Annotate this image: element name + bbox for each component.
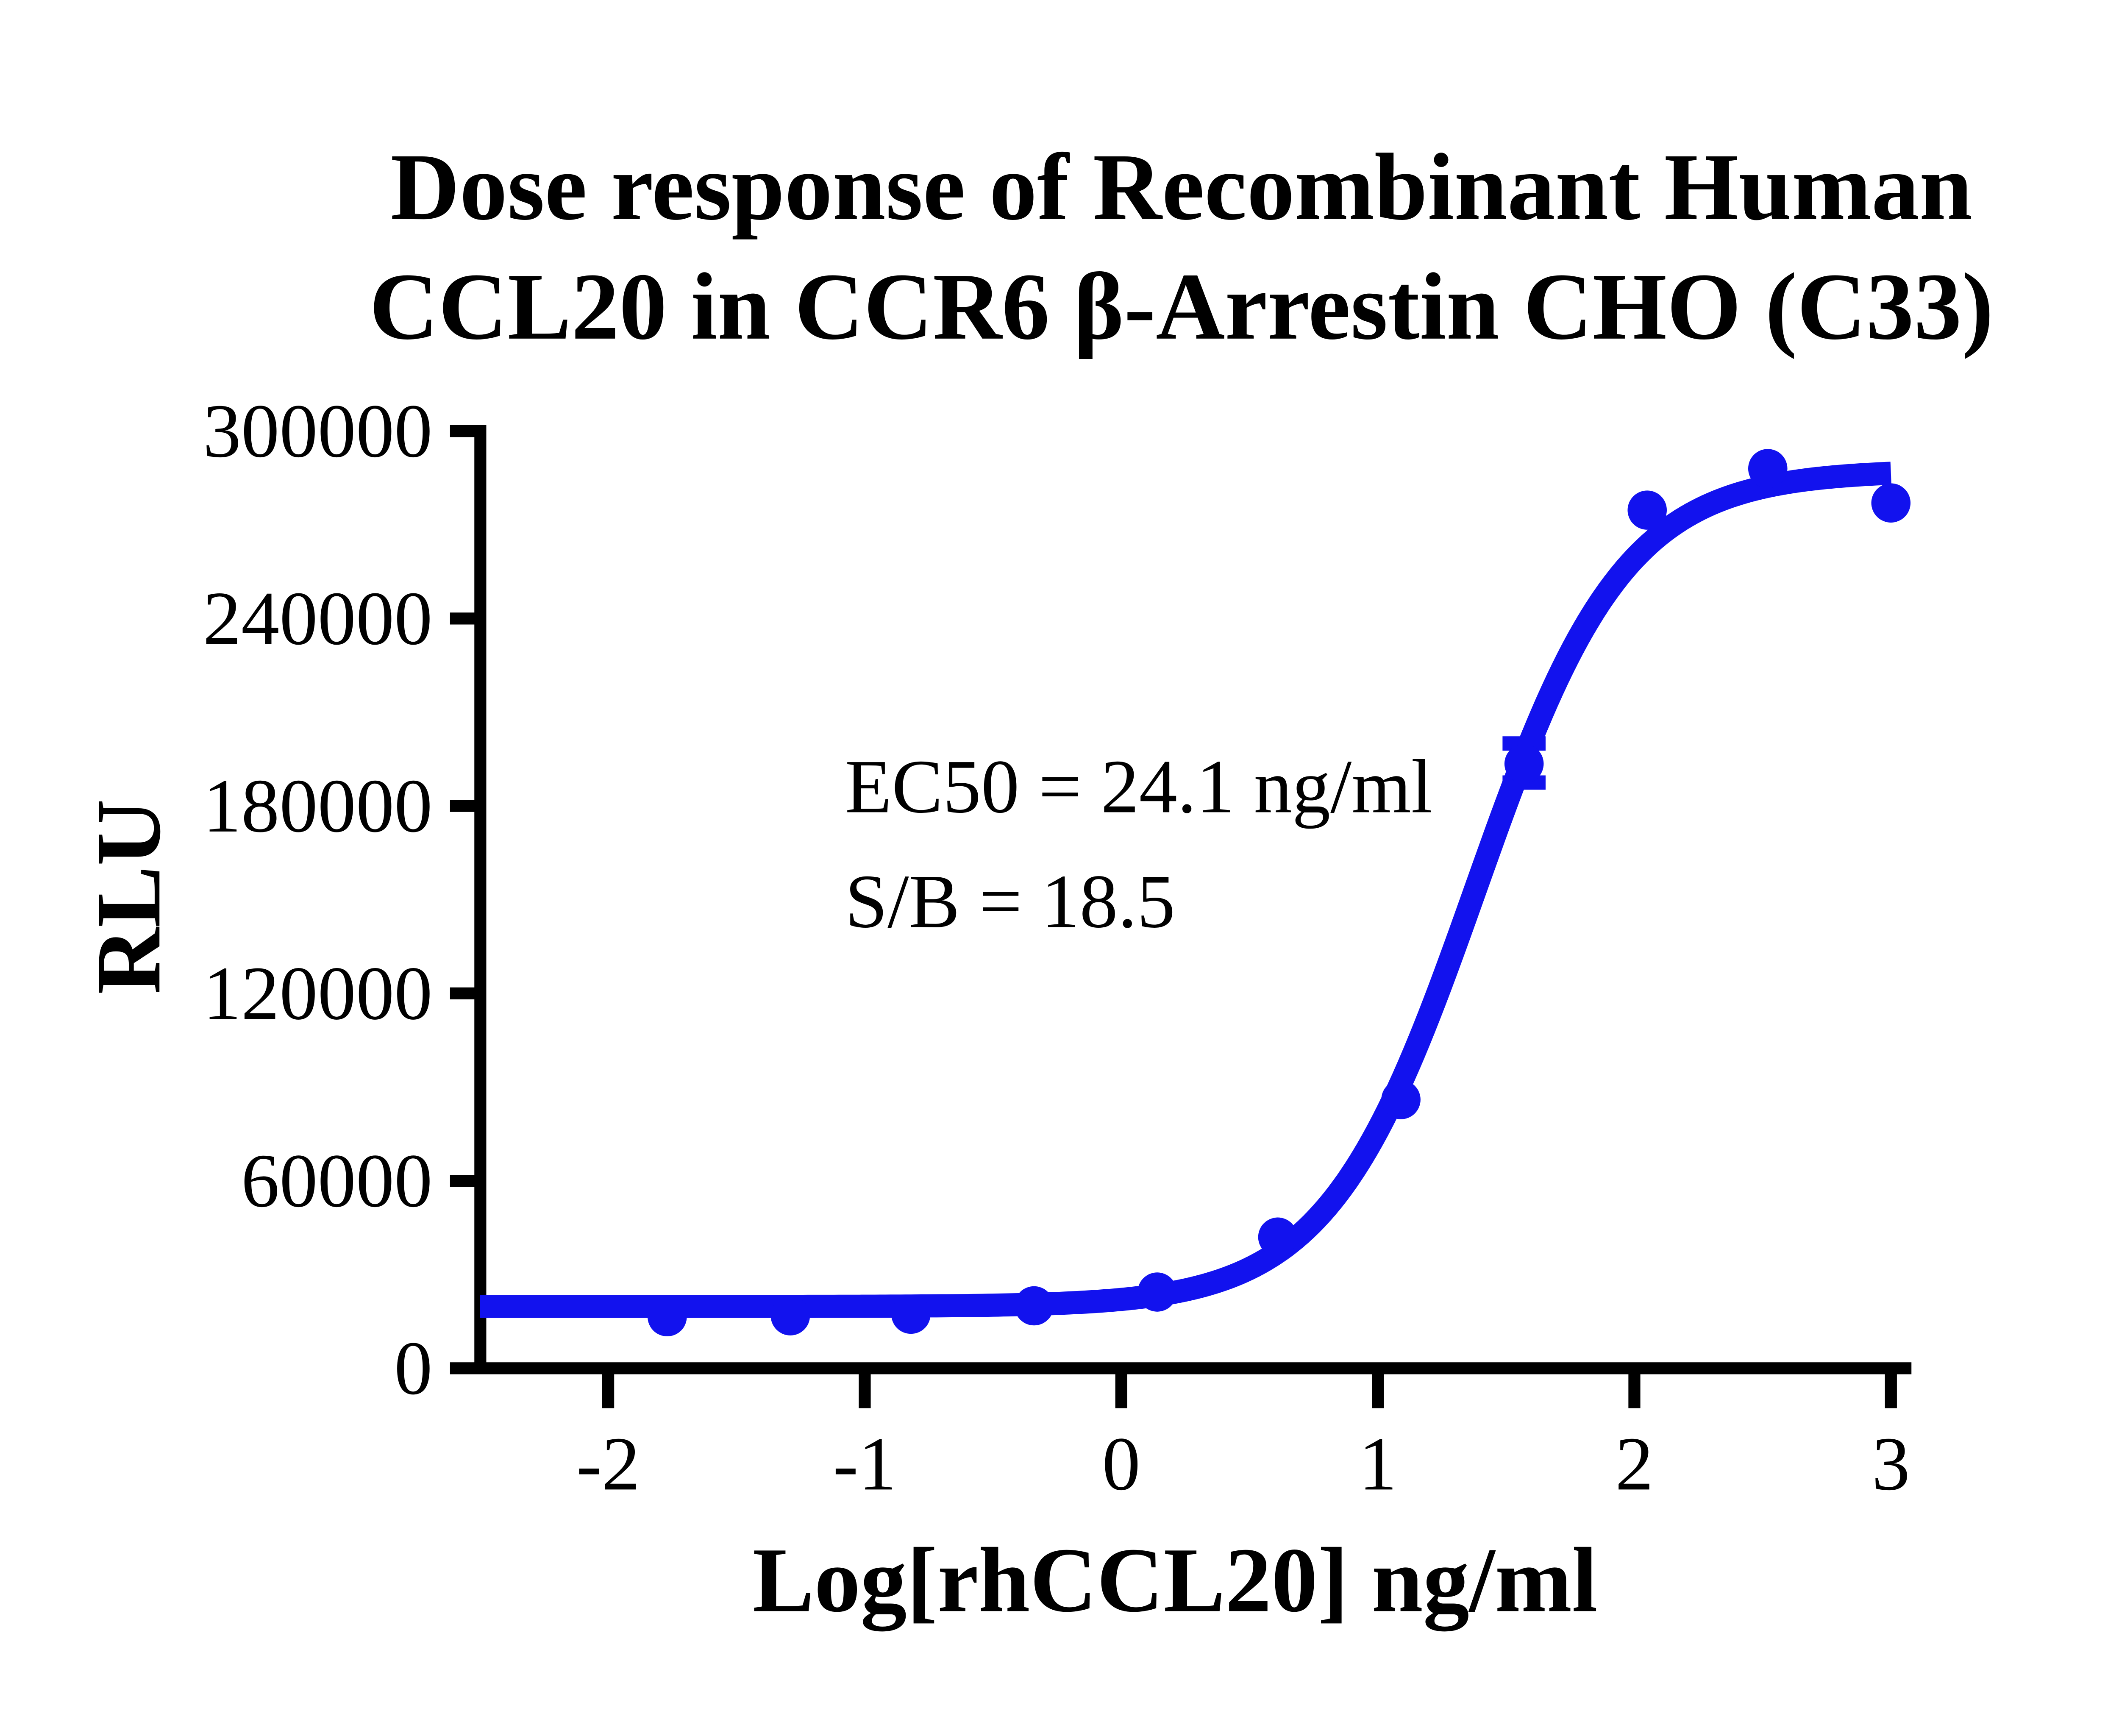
x-tick-label: 0	[1102, 1422, 1140, 1506]
data-point	[1381, 1080, 1421, 1119]
x-tick-label: 3	[1872, 1422, 1910, 1506]
x-tick-label: -2	[576, 1422, 640, 1506]
data-point	[1137, 1272, 1177, 1312]
axes-layer: 0 60000 120000 180000 240000 300000 -2 -1 0 1 2 3	[203, 389, 1912, 1506]
y-tick-label: 0	[394, 1326, 432, 1411]
data-point	[1014, 1286, 1054, 1326]
chart-title-line1: Dose response of Recombinant Human	[390, 134, 1972, 240]
annotation-ec50: EC50 = 24.1 ng/ml	[845, 744, 1432, 829]
data-point	[1258, 1217, 1298, 1257]
x-tick-label: 2	[1615, 1422, 1653, 1506]
data-point	[770, 1296, 810, 1335]
data-point	[648, 1297, 687, 1337]
chart-title-line2: CCL20 in CCR6 β-Arrestin CHO (C33)	[370, 253, 1994, 359]
data-point	[1627, 490, 1667, 530]
y-tick-label: 300000	[203, 389, 433, 473]
x-axis-label: Log[rhCCL20] ng/ml	[753, 1529, 1598, 1631]
y-tick-label: 120000	[203, 951, 433, 1036]
x-tick-label: 1	[1359, 1422, 1397, 1506]
fit-curve	[473, 462, 1897, 1318]
data-point	[1504, 744, 1544, 784]
y-tick-label: 240000	[203, 576, 433, 661]
data-point	[891, 1294, 931, 1334]
annotation-signal-to-background: S/B = 18.5	[845, 859, 1175, 944]
data-point	[1871, 483, 1911, 523]
data-series-layer	[473, 449, 1911, 1337]
y-axis-label: RLU	[78, 799, 180, 994]
y-tick-label: 60000	[241, 1138, 432, 1223]
data-point	[1748, 449, 1788, 488]
x-tick-label: -1	[833, 1422, 896, 1506]
y-tick-label: 180000	[203, 764, 433, 849]
